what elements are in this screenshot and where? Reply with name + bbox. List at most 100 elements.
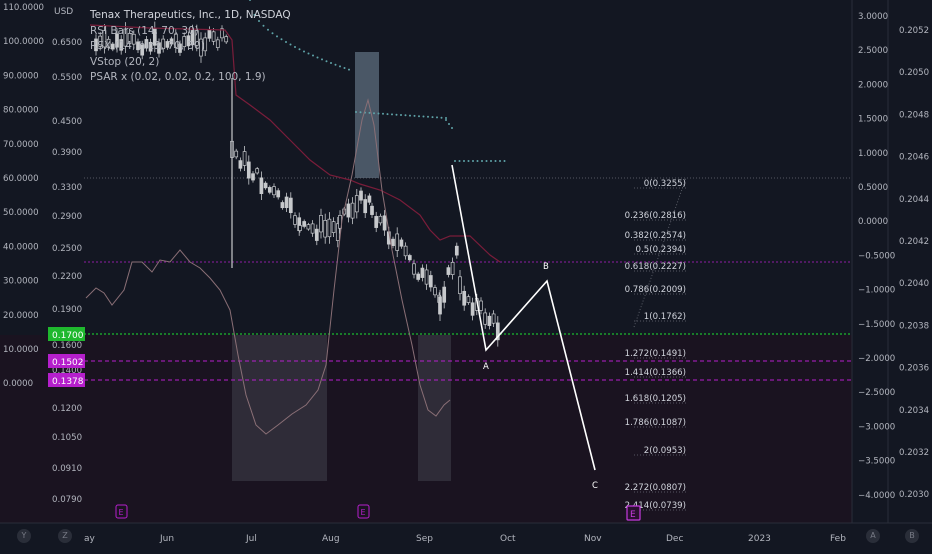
psar-dot xyxy=(334,63,337,66)
fib-price: (0.1491) xyxy=(649,349,686,359)
candle-body xyxy=(234,150,239,158)
fib-level-label: 1.786(0.1087) xyxy=(625,418,686,428)
indicator-vstop[interactable]: VStop (20, 2) xyxy=(90,55,160,68)
psar-dot xyxy=(298,48,301,51)
psar-dot xyxy=(343,67,346,70)
psar-dot xyxy=(368,111,371,114)
fib-level-label: 0.786(0.2009) xyxy=(625,285,686,295)
candle-body xyxy=(462,290,467,306)
price-badge-magenta-2: 0.1378 xyxy=(48,373,85,387)
fib-level-label: 0(0.3255) xyxy=(644,179,686,189)
event-marker-3[interactable]: E xyxy=(626,505,641,521)
psar-dot xyxy=(325,60,328,63)
left-outer-tick: 20.0000 xyxy=(3,311,39,321)
left-price-tick: 0.2900 xyxy=(52,212,82,222)
candle-body xyxy=(323,220,328,238)
candle-body xyxy=(327,218,332,238)
rsi-overbought-zone xyxy=(355,52,379,178)
left-price-axis: 0.6500 0.5500 0.4500 0.3900 0.3300 0.2900 0.25… xyxy=(52,38,82,505)
psar-dot xyxy=(413,114,416,117)
candle-body xyxy=(276,190,281,198)
left-outer-tick: 70.0000 xyxy=(3,140,39,150)
candle-body xyxy=(119,39,124,51)
fib-level-label: 0.236(0.2816) xyxy=(625,211,686,221)
fib-level-label: 0.618(0.2227) xyxy=(625,262,686,272)
candle-body xyxy=(470,302,475,316)
psar-dot xyxy=(391,113,393,116)
time-tick: Feb xyxy=(830,534,846,544)
svg-text:0.1378: 0.1378 xyxy=(52,377,84,387)
footer-button-y[interactable]: Y xyxy=(17,529,31,543)
candle-body xyxy=(131,33,136,45)
candle-body xyxy=(106,38,111,48)
rsi-oversold-zone-2 xyxy=(418,335,451,481)
candle-body xyxy=(186,35,191,47)
right-inner-tick: −4.0000 xyxy=(858,491,895,501)
candle-body xyxy=(220,28,224,39)
footer-button-b[interactable]: B xyxy=(905,529,919,543)
fib-ratio: 0 xyxy=(644,179,649,189)
indicator-rsi-bars[interactable]: RSI Bars (14, 70, 30) xyxy=(90,24,199,37)
right-inner-tick: 1.5000 xyxy=(858,115,888,125)
psar-dot xyxy=(476,160,479,162)
symbol-title[interactable]: Tenax Therapeutics, Inc., 1D, NASDAQ xyxy=(90,9,291,21)
time-tick: Dec xyxy=(666,534,683,544)
psar-dot xyxy=(418,115,420,118)
candle-body xyxy=(115,33,119,48)
candle-body xyxy=(298,225,302,231)
psar-dot xyxy=(409,114,411,117)
candle-body xyxy=(284,196,289,209)
right-inner-tick: −2.5000 xyxy=(858,388,895,398)
psar-dot xyxy=(330,62,332,64)
psar-dot xyxy=(454,160,456,162)
left-price-tick: 0.3300 xyxy=(52,183,82,193)
footer-button-z[interactable]: Z xyxy=(58,529,72,543)
candle-body xyxy=(165,41,170,48)
time-tick: ay xyxy=(84,534,96,544)
psar-dot xyxy=(339,65,341,68)
event-marker-2[interactable]: E xyxy=(357,504,370,519)
psar-dot xyxy=(359,111,362,114)
currency-label: USD xyxy=(54,7,74,17)
right-inner-tick: −3.0000 xyxy=(858,422,895,432)
indicator-rsx[interactable]: RSX (14, hlc3, 70, 30) xyxy=(90,40,205,52)
time-tick: Jun xyxy=(159,534,174,544)
abc-wave-line xyxy=(451,164,596,471)
chart-legend[interactable]: Tenax Therapeutics, Inc., 1D, NASDAQ RSI… xyxy=(90,8,291,86)
psar-dot xyxy=(303,50,305,53)
event-marker-1[interactable]: E xyxy=(115,504,128,519)
left-outer-tick: 50.0000 xyxy=(3,208,39,218)
candle-body xyxy=(263,182,268,189)
psar-dot xyxy=(445,119,447,121)
fib-level-label: 1.618(0.1205) xyxy=(625,394,686,404)
psar-dot xyxy=(289,43,292,46)
right-inner-tick: −0.5000 xyxy=(858,251,895,261)
wave-label-b: B xyxy=(543,262,549,272)
right-outer-tick: 0.2042 xyxy=(899,237,929,247)
candle-body xyxy=(495,322,500,341)
footer-button-a[interactable]: A xyxy=(866,529,880,543)
fib-level-label: 1.414(0.1366) xyxy=(625,368,686,378)
fib-ratio: 0.618 xyxy=(625,262,650,272)
psar-dot xyxy=(427,115,429,118)
candlestick-series xyxy=(94,21,500,347)
indicator-psar[interactable]: PSAR x (0.02, 0.02, 0.2, 100, 1.9) xyxy=(90,71,266,83)
fib-price: (0.1205) xyxy=(649,394,686,404)
psar-dot xyxy=(285,41,287,43)
right-inner-tick: −2.0000 xyxy=(858,354,895,364)
fib-ratio: 1 xyxy=(644,312,649,322)
left-price-tick: 0.1900 xyxy=(52,305,82,315)
psar-dot xyxy=(490,160,492,162)
candle-body xyxy=(412,263,416,275)
candle-body xyxy=(403,245,408,257)
candle-body xyxy=(246,161,251,179)
psar-dot xyxy=(395,113,398,116)
candle-body xyxy=(450,262,455,275)
candle-body xyxy=(420,267,425,278)
right-inner-tick: 1.0000 xyxy=(858,149,888,159)
candle-body xyxy=(359,190,363,201)
candle-body xyxy=(211,31,216,42)
fib-level-label: 0.5(0.2394) xyxy=(636,245,686,255)
